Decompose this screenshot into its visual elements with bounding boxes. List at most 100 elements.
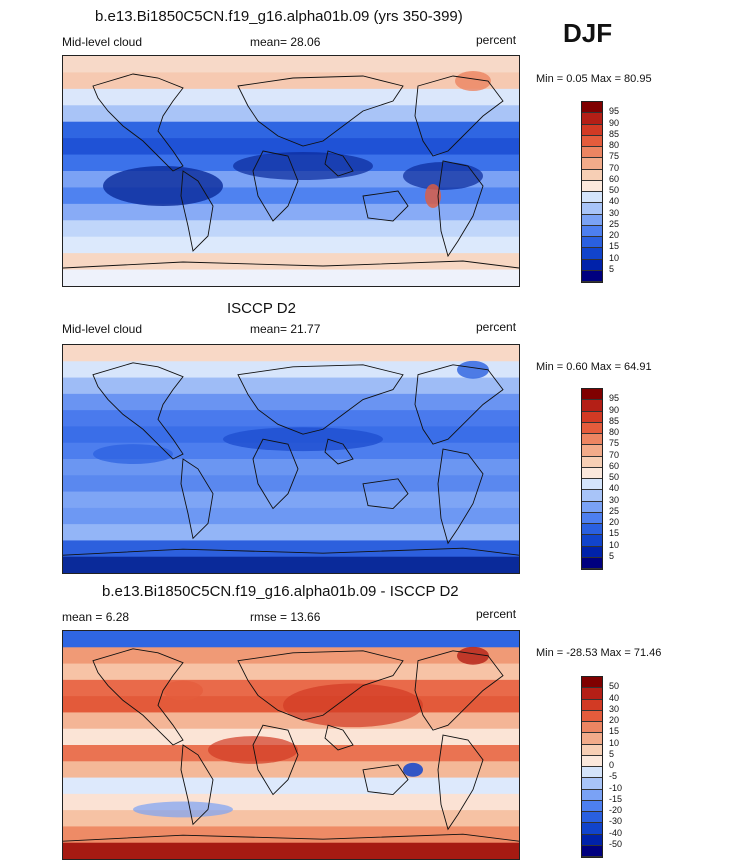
coastline (414, 650, 504, 731)
panel1-field-blob (233, 152, 373, 180)
field-band (63, 393, 519, 411)
field-band (63, 253, 519, 271)
panel2-map (62, 344, 520, 574)
colorbar-tick-label: -30 (609, 816, 623, 827)
colorbar-swatch (582, 225, 602, 237)
panel1-units-label: percent (476, 33, 517, 47)
coastline (324, 150, 354, 177)
field-band (63, 138, 519, 156)
colorbar-tick-label: 50 (609, 472, 620, 482)
colorbar-swatch (582, 169, 602, 181)
panel1-minmax-label: Min = 0.05 Max = 80.95 (536, 73, 652, 85)
panel3-map (62, 630, 520, 860)
colorbar-swatch (582, 501, 602, 513)
colorbar-tick-label: 10 (609, 737, 620, 748)
field-band (63, 842, 519, 859)
colorbar-tick-label: 5 (609, 263, 615, 274)
coastline (92, 73, 184, 172)
coastline (437, 734, 484, 831)
coastline (324, 438, 354, 465)
colorbar-swatch (582, 192, 602, 204)
panel3-rmse-label: rmse = 13.66 (250, 610, 321, 624)
colorbar-tick-label: 25 (609, 505, 620, 516)
colorbar-tick-label: -40 (609, 827, 623, 838)
coastline (63, 547, 519, 556)
colorbar-tick-label: 20 (609, 230, 620, 240)
colorbar-swatch (582, 490, 602, 502)
panel2-minmax-label: Min = 0.60 Max = 64.91 (536, 361, 652, 373)
field-band (63, 220, 519, 238)
colorbar-tick-label: 60 (609, 173, 620, 184)
colorbar-swatch (582, 677, 602, 689)
field-band (63, 269, 519, 286)
colorbar-tick-label: 85 (609, 128, 620, 139)
colorbar-tick-label: 60 (609, 460, 620, 471)
panel2-units-label: percent (476, 320, 517, 334)
colorbar-tick-label: 90 (609, 404, 620, 415)
colorbar-swatch (582, 800, 602, 812)
coastline (252, 724, 299, 796)
colorbar-tick-label: 15 (609, 528, 620, 539)
panel1-mean-label: mean= 28.06 (250, 35, 321, 49)
colorbar-swatch (582, 445, 602, 457)
field-band (63, 793, 519, 811)
coastline (180, 458, 214, 540)
field-band (63, 491, 519, 509)
field-band (63, 105, 519, 123)
colorbar-swatch (582, 259, 602, 271)
colorbar-swatch (582, 744, 602, 756)
colorbar-tick-label: -10 (609, 782, 623, 793)
colorbar-swatch (582, 214, 602, 226)
panel3-units-label: percent (476, 607, 517, 621)
panel3-colorbar (581, 676, 603, 858)
colorbar-tick-label: 5 (609, 748, 615, 759)
colorbar-swatch (582, 434, 602, 446)
colorbar-tick-label: -20 (609, 805, 623, 815)
colorbar-tick-label: 20 (609, 517, 620, 527)
colorbar-tick-label: -5 (609, 771, 618, 782)
panel3-field-blob (163, 680, 203, 701)
colorbar-tick-label: 40 (609, 196, 620, 207)
coastline (437, 448, 484, 545)
field-band (63, 777, 519, 795)
coastline (180, 744, 214, 826)
colorbar-swatch (582, 389, 602, 401)
colorbar-tick-label: 50 (609, 185, 620, 195)
coastline (362, 190, 409, 222)
colorbar-swatch (582, 147, 602, 159)
colorbar-swatch (582, 124, 602, 136)
panel3-mean-label: mean = 6.28 (62, 610, 130, 624)
field-band (63, 236, 519, 254)
colorbar-swatch (582, 237, 602, 249)
coastline (414, 364, 504, 445)
panel3-field-blob (133, 801, 233, 818)
colorbar-tick-label: 70 (609, 162, 620, 173)
colorbar-tick-label: -50 (609, 838, 623, 849)
colorbar-tick-label: 30 (609, 494, 620, 505)
panel1-field-blob (403, 162, 483, 190)
field-band (63, 410, 519, 428)
panel3-field-blob (283, 683, 423, 728)
field-band (63, 459, 519, 476)
panel1-variable-label: Mid-level cloud (62, 35, 143, 49)
coastline (63, 260, 519, 269)
field-band (63, 556, 519, 573)
colorbar-swatch (582, 767, 602, 779)
coastline (92, 648, 184, 746)
colorbar-swatch (582, 456, 602, 468)
colorbar-swatch (582, 688, 602, 700)
colorbar-swatch (582, 845, 602, 857)
panel3-field-blob (208, 736, 298, 764)
coastline (237, 75, 404, 147)
colorbar-swatch (582, 467, 602, 479)
colorbar-tick-label: 75 (609, 438, 620, 449)
coastline (63, 833, 519, 842)
colorbar-swatch (582, 546, 602, 558)
panel2-mean-label: mean= 21.77 (250, 322, 321, 336)
colorbar-tick-label: 85 (609, 415, 620, 426)
coastline (252, 150, 299, 222)
colorbar-swatch (582, 158, 602, 170)
coastline (252, 438, 299, 510)
colorbar-tick-label: 15 (609, 241, 620, 252)
